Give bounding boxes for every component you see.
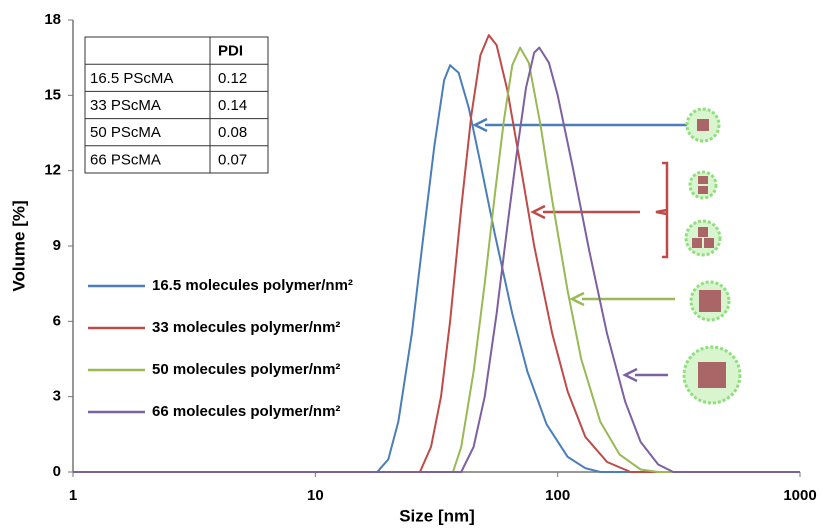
table-cell: 16.5 PScMA — [90, 70, 173, 87]
data-line — [73, 64, 800, 473]
table-cell: 0.14 — [218, 97, 247, 114]
legend-label: 16.5 molecules polymer/nm² — [152, 277, 353, 294]
particle-core — [698, 362, 726, 388]
table-cell: 0.08 — [218, 124, 247, 141]
data-line — [73, 46, 800, 473]
legend-label: 33 molecules polymer/nm² — [152, 319, 340, 336]
x-tick-label: 10 — [307, 487, 324, 504]
y-tick-label: 3 — [53, 388, 61, 405]
table-cell: 50 PScMA — [90, 124, 161, 141]
table-cell: 33 PScMA — [90, 97, 161, 114]
particle-core — [704, 238, 714, 248]
particle-core — [698, 176, 708, 184]
table-header: PDI — [218, 43, 243, 60]
data-line — [73, 46, 800, 473]
x-tick-label: 100 — [545, 487, 570, 504]
y-tick-label: 18 — [44, 11, 61, 28]
legend-label: 50 molecules polymer/nm² — [152, 361, 340, 378]
particle-core — [698, 227, 708, 237]
particle-core — [692, 238, 702, 248]
particle-icon — [684, 219, 722, 257]
x-axis-title: Size [nm] — [399, 506, 475, 525]
particle-icon — [688, 170, 718, 200]
particle-core — [699, 290, 721, 312]
arrow-head — [472, 117, 488, 133]
x-tick-label: 1000 — [783, 487, 816, 504]
arrow-head — [569, 291, 585, 307]
table-cell: 0.07 — [218, 151, 247, 168]
table-frame — [84, 36, 269, 174]
arrow-head — [530, 204, 546, 220]
arrow-head — [622, 367, 638, 383]
y-tick-label: 0 — [53, 463, 61, 480]
table-cell: 0.12 — [218, 70, 247, 87]
y-tick-label: 12 — [44, 162, 61, 179]
arrows — [472, 117, 700, 383]
bracket — [655, 161, 669, 259]
y-tick-label: 15 — [44, 86, 61, 103]
y-axis-title: Volume [%] — [9, 200, 28, 291]
y-tick-label: 9 — [53, 237, 61, 254]
particle-icons — [682, 107, 742, 405]
x-tick-label: 1 — [69, 487, 77, 504]
y-tick-label: 6 — [53, 312, 61, 329]
data-line — [73, 34, 800, 473]
table-cell: 66 PScMA — [90, 151, 161, 168]
particle-core — [697, 119, 709, 131]
particle-core — [698, 186, 708, 194]
legend-label: 66 molecules polymer/nm² — [152, 403, 340, 420]
